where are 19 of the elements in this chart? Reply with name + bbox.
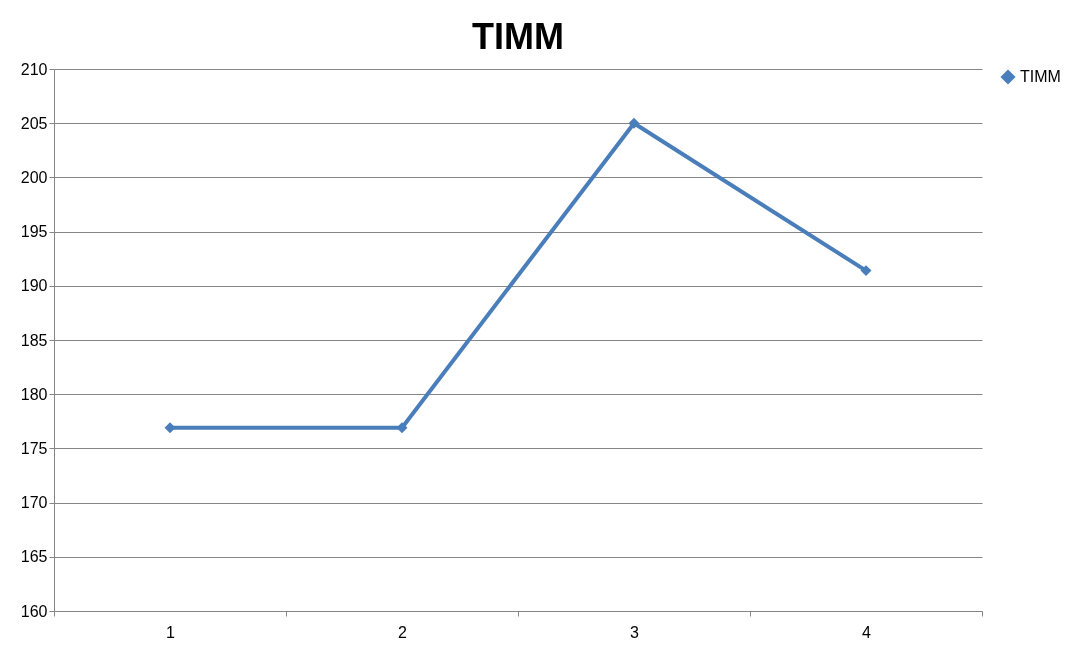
y-tick-label: 185 <box>20 331 48 349</box>
y-tick-label: 160 <box>20 602 48 620</box>
y-tick-label: 175 <box>20 439 48 457</box>
x-tick-label: 2 <box>398 623 408 641</box>
y-tick-label: 190 <box>20 277 48 295</box>
point <box>628 117 640 129</box>
x-tick-label: 4 <box>862 623 872 641</box>
y-tick-label: 210 <box>20 60 48 78</box>
y-tick-label: 170 <box>20 494 48 512</box>
y-tick-label: 195 <box>20 223 48 241</box>
legend-label: TIMM <box>1020 68 1061 85</box>
x-tick-label: 3 <box>630 623 640 641</box>
y-tick-label: 165 <box>20 548 48 566</box>
point <box>860 265 872 277</box>
y-tick-label: 205 <box>20 114 48 132</box>
chart-title: TIMM <box>472 16 564 57</box>
x-tick-label: 1 <box>166 623 176 641</box>
y-tick-label: 180 <box>20 385 48 403</box>
y-tick-label: 200 <box>20 168 48 186</box>
